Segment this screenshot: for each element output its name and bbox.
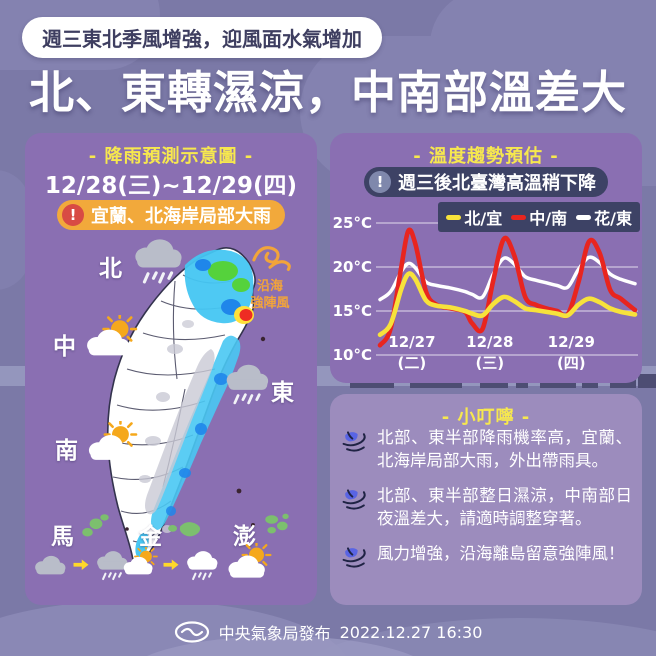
legend-dash	[446, 214, 462, 220]
footer: 中央氣象局發布 2022.12.27 16:30	[0, 620, 656, 644]
island-forecast-row	[31, 547, 131, 585]
footer-datetime: 2022.12.27 16:30	[339, 622, 483, 642]
svg-text:(四): (四)	[557, 354, 586, 372]
cwb-logo-icon	[174, 621, 209, 643]
sun-cloud-icon	[225, 540, 273, 591]
svg-text:10°C: 10°C	[333, 346, 372, 364]
rainfall-overlay	[135, 249, 254, 558]
regions-layer: 北中東南馬 金 澎	[25, 133, 317, 605]
region-label: 東	[271, 380, 294, 406]
region-label: 南	[55, 438, 78, 464]
arrow-icon	[72, 557, 90, 576]
arrow-icon	[162, 557, 180, 576]
island-group-label: 金	[139, 524, 162, 550]
island-group-label: 馬	[51, 524, 74, 550]
island-forecast-row	[225, 540, 273, 591]
forecast-date-range: 12/28(三)~12/29(四)	[44, 173, 298, 199]
exclamation-icon: !	[369, 171, 391, 193]
rain-cloud-icon	[129, 233, 187, 290]
leaf-wind-icon	[340, 428, 370, 458]
sun-cloud-icon	[85, 417, 139, 474]
legend-dash	[511, 214, 527, 220]
tips-list: 北部、東半部降雨機率高，宜蘭、北海岸局部大雨，外出帶雨具。 北部、東半部整日濕涼，…	[340, 426, 632, 585]
rain-alert-text: 宜蘭、北海岸局部大雨	[91, 206, 271, 227]
coastal-wind-note: 沿海 強陣風	[227, 239, 313, 313]
wind-note-line2: 強陣風	[250, 295, 290, 311]
svg-text:12/29: 12/29	[548, 333, 595, 351]
temp-note-badge: ! 週三後北臺灣高溫稍下降	[364, 167, 608, 197]
footer-source: 中央氣象局發布	[218, 624, 331, 643]
rain-alert-badge: ! 宜蘭、北海岸局部大雨	[57, 200, 285, 230]
tip-item: 北部、東半部降雨機率高，宜蘭、北海岸局部大雨，外出帶雨具。	[340, 426, 632, 473]
header-banner-text: 週三東北季風增強，迎風面水氣增加	[42, 27, 362, 51]
rain-panel-title: - 降雨預測示意圖 -	[88, 146, 254, 167]
legend-dash	[576, 214, 592, 220]
temperature-panel: - 溫度趨勢預估 - ! 週三後北臺灣高溫稍下降 北/宜 中/南 花/東 25°C 2…	[330, 133, 642, 383]
svg-text:15°C: 15°C	[333, 302, 372, 320]
svg-text:12/28: 12/28	[466, 333, 513, 351]
island-shape	[79, 511, 113, 543]
island-shape	[261, 511, 293, 541]
legend-item: 北/宜	[446, 205, 502, 229]
chart-legend: 北/宜 中/南 花/東	[438, 202, 640, 232]
wind-gust-icon	[252, 246, 291, 272]
leaf-wind-icon	[340, 486, 370, 516]
rain-forecast-panel: - 降雨預測示意圖 - 12/28(三)~12/29(四) ! 宜蘭、北海岸局部…	[25, 133, 317, 605]
legend-item: 花/東	[576, 205, 632, 229]
header-banner: 週三東北季風增強，迎風面水氣增加	[22, 17, 382, 58]
region-label: 北	[99, 256, 122, 282]
region-label: 中	[53, 334, 76, 360]
island-group-label: 澎	[233, 524, 256, 550]
page-title: 北、東轉濕涼，中南部溫差大	[28, 66, 627, 119]
rain-cloud-white-icon	[183, 547, 221, 585]
temp-note-text: 週三後北臺灣高溫稍下降	[398, 173, 596, 194]
taiwan-rainfall-map	[106, 247, 266, 564]
tips-panel-title: - 小叮嚀 -	[441, 407, 531, 428]
tips-panel: - 小叮嚀 - 北部、東半部降雨機率高，宜蘭、北海岸局部大雨，外出帶雨具。 北部、…	[330, 394, 642, 605]
svg-text:20°C: 20°C	[333, 258, 372, 276]
offshore-islets	[125, 336, 266, 531]
tip-item: 風力增強，沿海離島留意強陣風！	[340, 542, 632, 574]
leaf-wind-icon	[340, 544, 370, 574]
tip-text: 北部、東半部整日濕涼，中南部日夜溫差大，請適時調整穿著。	[377, 485, 632, 529]
background-cloud	[430, 0, 656, 100]
sun-cloud-icon	[121, 544, 159, 585]
tip-item: 北部、東半部整日濕涼，中南部日夜溫差大，請適時調整穿著。	[340, 484, 632, 531]
cloud-icon	[31, 547, 69, 585]
rain-cloud-icon	[93, 547, 131, 585]
tip-text: 北部、東半部降雨機率高，宜蘭、北海岸局部大雨，外出帶雨具。	[377, 428, 632, 471]
tip-text: 風力增強，沿海離島留意強陣風！	[377, 543, 625, 563]
sun-cloud-icon	[83, 311, 139, 370]
svg-text:12/27: 12/27	[388, 333, 435, 351]
island-shape	[167, 515, 205, 544]
legend-item: 中/南	[511, 205, 567, 229]
exclamation-icon: !	[62, 204, 84, 226]
svg-text:(二): (二)	[398, 354, 427, 372]
svg-text:(三): (三)	[475, 354, 504, 372]
wind-note-line1: 沿海	[256, 279, 283, 294]
temp-panel-title: - 溫度趨勢預估 -	[413, 146, 559, 167]
rain-cloud-icon	[221, 359, 273, 410]
svg-text:25°C: 25°C	[333, 214, 372, 232]
island-forecast-row	[121, 544, 221, 585]
